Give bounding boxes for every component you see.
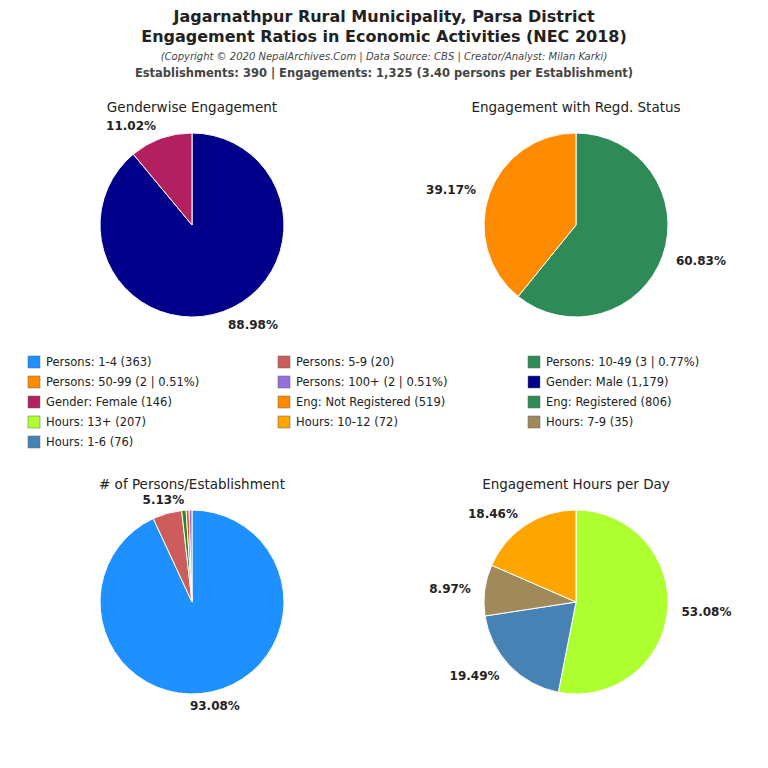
- legend-swatch: [28, 356, 40, 368]
- legend-swatch: [528, 356, 540, 368]
- legend-entry: Persons: 5-9 (20): [296, 355, 394, 369]
- pie-chart: Engagement Hours per Day 53.08% 19.49% 8.97…: [429, 476, 731, 694]
- annotation: Establishments: 390 | Engagements: 1,325…: [135, 66, 633, 80]
- legend-entry: Persons: 10-49 (3 | 0.77%): [546, 355, 699, 369]
- legend-swatch: [28, 376, 40, 388]
- data-label: 88.98%: [228, 318, 278, 332]
- legend-swatch: [28, 396, 40, 408]
- legend-entry: Hours: 1-6 (76): [46, 435, 133, 449]
- legend-swatch: [28, 436, 40, 448]
- legend-swatch: [278, 356, 290, 368]
- legend-entry: Eng: Not Registered (519): [296, 395, 445, 409]
- data-labels: 60.83% 39.17%: [426, 183, 726, 268]
- slices: [484, 510, 668, 694]
- slices: [100, 133, 284, 317]
- legend-swatch: [528, 416, 540, 428]
- pie-chart: # of Persons/Establishment 93.08% 5.13%: [99, 476, 285, 713]
- legend: Persons: 1-4 (363) Persons: 5-9 (20) Perso…: [28, 355, 699, 449]
- data-label: 5.13%: [143, 493, 185, 507]
- slice: [484, 133, 576, 297]
- slice: [100, 510, 284, 694]
- slice: [186, 510, 192, 602]
- subtitle: Engagement Ratios in Economic Activities…: [141, 27, 627, 46]
- legend-entry: Gender: Male (1,179): [546, 375, 669, 389]
- legend-entry: Hours: 7-9 (35): [546, 415, 633, 429]
- legend-swatch: [28, 416, 40, 428]
- legend-swatch: [528, 396, 540, 408]
- slice: [492, 510, 576, 602]
- legend-entry: Persons: 50-99 (2 | 0.51%): [46, 375, 199, 389]
- legend-entry: Persons: 1-4 (363): [46, 355, 152, 369]
- data-label: 60.83%: [676, 254, 726, 268]
- slice: [153, 511, 192, 602]
- pie-chart: Genderwise Engagement 88.98% 11.02%: [100, 99, 284, 332]
- data-labels: 53.08% 19.49% 8.97% 18.46%: [429, 507, 731, 683]
- slice: [189, 510, 192, 602]
- chart-title: Engagement Hours per Day: [482, 476, 670, 492]
- legend-entry: Hours: 10-12 (72): [296, 415, 398, 429]
- data-label: 18.46%: [468, 507, 518, 521]
- legend-entry: Hours: 13+ (207): [46, 415, 146, 429]
- legend-entry: Gender: Female (146): [46, 395, 172, 409]
- data-label: 39.17%: [426, 183, 476, 197]
- annotation: (Copyright © 2020 NepalArchives.Com | Da…: [161, 51, 608, 63]
- data-label: 8.97%: [429, 582, 471, 596]
- chart-title: Engagement with Regd. Status: [471, 99, 680, 115]
- chart-title: # of Persons/Establishment: [99, 476, 285, 492]
- chart-title: Genderwise Engagement: [107, 99, 277, 115]
- legend-entry: Eng: Registered (806): [546, 395, 671, 409]
- slice: [100, 133, 284, 317]
- slices: [100, 510, 284, 694]
- data-label: 19.49%: [450, 669, 500, 683]
- legend-swatch: [278, 416, 290, 428]
- slice: [133, 133, 192, 225]
- legend-swatch: [278, 396, 290, 408]
- data-labels: 93.08% 5.13%: [143, 493, 240, 713]
- data-label: 53.08%: [682, 605, 732, 619]
- chart: Jagarnathpur Rural Municipality, Parsa D…: [0, 0, 768, 768]
- slices: [484, 133, 668, 317]
- data-labels: 88.98% 11.02%: [106, 118, 278, 331]
- legend-entry: Persons: 100+ (2 | 0.51%): [296, 375, 447, 389]
- slice: [182, 510, 192, 602]
- legend-swatch: [278, 376, 290, 388]
- data-label: 11.02%: [106, 118, 156, 132]
- pie-chart: Engagement with Regd. Status 60.83% 39.17%: [426, 99, 726, 317]
- title: Jagarnathpur Rural Municipality, Parsa D…: [172, 7, 594, 26]
- data-label: 93.08%: [190, 699, 240, 713]
- legend-swatch: [528, 376, 540, 388]
